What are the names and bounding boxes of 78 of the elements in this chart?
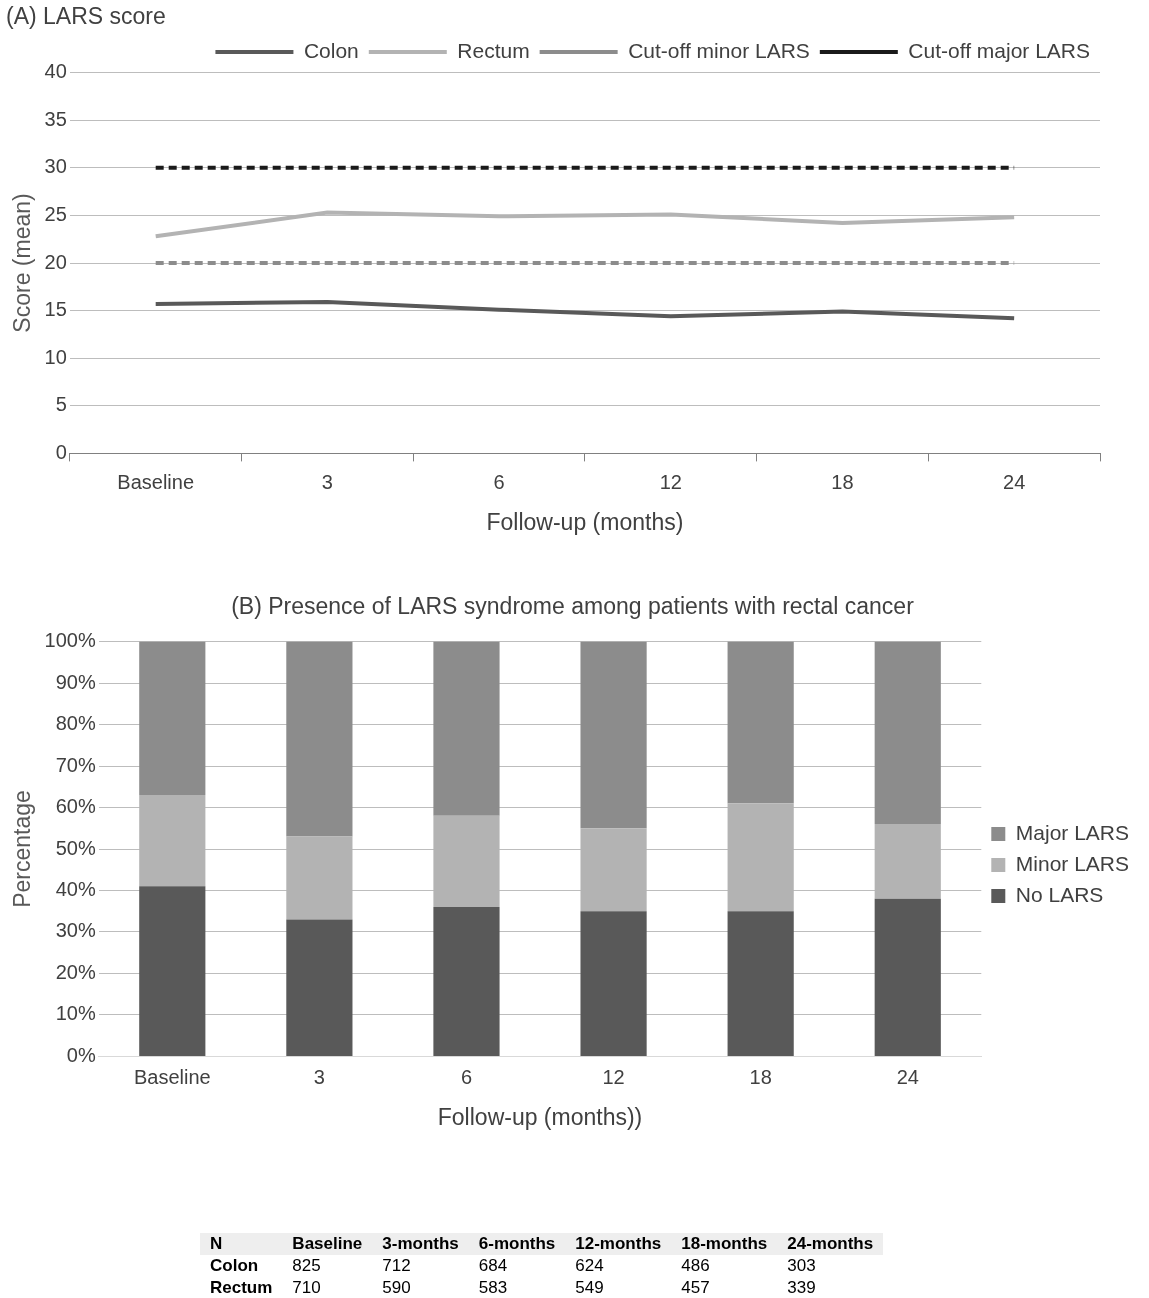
category-label: 6-months <box>477 1233 557 1255</box>
y-tick-label: 15 <box>44 298 67 321</box>
x-tick-label: 3 <box>321 470 333 493</box>
legend-label: Colon <box>303 38 359 62</box>
legend-label: Minor LARS <box>1015 851 1129 875</box>
x-tick-label: 24 <box>1003 470 1026 493</box>
legend-label: Cut-off minor LARS <box>628 38 810 62</box>
bar <box>727 641 794 804</box>
bar <box>727 911 794 1056</box>
y-tick-label: 10 <box>44 345 67 368</box>
y-tick-label: 10% <box>55 1002 96 1025</box>
y-tick-label: 50% <box>55 836 96 859</box>
y-tick-label: 80% <box>55 712 96 735</box>
text: 712 <box>381 1255 412 1277</box>
text: 825 <box>291 1255 322 1277</box>
y-tick-label: 20% <box>55 960 96 983</box>
legend-label: No LARS <box>1015 882 1104 906</box>
x-tick-label: 12 <box>659 470 682 493</box>
y-tick-label: 0% <box>66 1043 96 1066</box>
text: 303 <box>786 1255 817 1277</box>
legend-label: Cut-off major LARS <box>908 38 1091 62</box>
bar <box>139 886 206 1056</box>
bar <box>286 919 353 1056</box>
bar <box>580 641 647 829</box>
x-tick-label: 24 <box>896 1065 919 1088</box>
text: Rectum <box>209 1277 274 1298</box>
chart-title: (B) Presence of LARS syndrome among patients with rectal cancer <box>231 593 915 620</box>
bar <box>286 641 353 837</box>
y-tick-label: 40% <box>55 878 96 900</box>
bar <box>580 911 647 1056</box>
text: 457 <box>680 1277 711 1298</box>
bar <box>874 641 941 825</box>
text: 339 <box>786 1277 817 1298</box>
x-axis-title: Follow-up (months)) <box>437 1103 643 1130</box>
text: 583 <box>477 1277 509 1298</box>
text: 710 <box>291 1277 322 1298</box>
legend-label: Major LARS <box>1015 820 1129 844</box>
y-tick-label: 70% <box>55 753 96 776</box>
y-tick-label: 25 <box>44 202 67 225</box>
legend-label: Rectum <box>457 38 530 62</box>
y-axis-title: Percentage <box>9 790 36 908</box>
category-label: Baseline <box>291 1233 364 1255</box>
text: 549 <box>574 1277 605 1298</box>
y-tick-label: 90% <box>55 670 96 693</box>
y-tick-label: 20 <box>44 250 67 273</box>
text: 684 <box>477 1255 509 1277</box>
x-tick-label: 18 <box>749 1065 772 1088</box>
x-tick-label: Baseline <box>133 1065 211 1088</box>
text: 590 <box>381 1277 412 1298</box>
x-axis-title: Follow-up (months) <box>486 508 684 535</box>
category-label: 24-months <box>786 1233 875 1255</box>
text: 624 <box>574 1255 605 1277</box>
y-tick-label: 60% <box>55 795 96 818</box>
category-label: 3-months <box>381 1233 460 1255</box>
category-label: 12-months <box>574 1233 663 1255</box>
bar <box>139 641 206 796</box>
x-tick-label: Baseline <box>117 470 195 493</box>
x-tick-label: 6 <box>460 1065 473 1088</box>
x-tick-label: 18 <box>831 470 854 493</box>
text: 486 <box>680 1255 711 1277</box>
x-tick-label: 6 <box>493 470 505 493</box>
y-tick-label: 5 <box>55 393 67 416</box>
bar <box>433 907 500 1056</box>
chart-title: (A) LARS score <box>6 3 166 30</box>
y-tick-label: 30 <box>44 155 67 178</box>
text: Colon <box>209 1255 260 1277</box>
bar <box>874 898 941 1056</box>
chart-title: N <box>210 1234 223 1253</box>
y-tick-label: 40 <box>44 60 67 83</box>
y-tick-label: 30% <box>55 919 96 942</box>
y-axis-title: Score (mean) <box>9 193 36 333</box>
y-tick-label: 100% <box>44 629 96 652</box>
bar <box>433 641 500 816</box>
y-tick-label: 35 <box>44 107 67 130</box>
x-tick-label: 3 <box>313 1065 325 1088</box>
x-tick-label: 12 <box>602 1065 625 1088</box>
y-tick-label: 0 <box>55 440 67 463</box>
category-label: 18-months <box>680 1233 769 1255</box>
